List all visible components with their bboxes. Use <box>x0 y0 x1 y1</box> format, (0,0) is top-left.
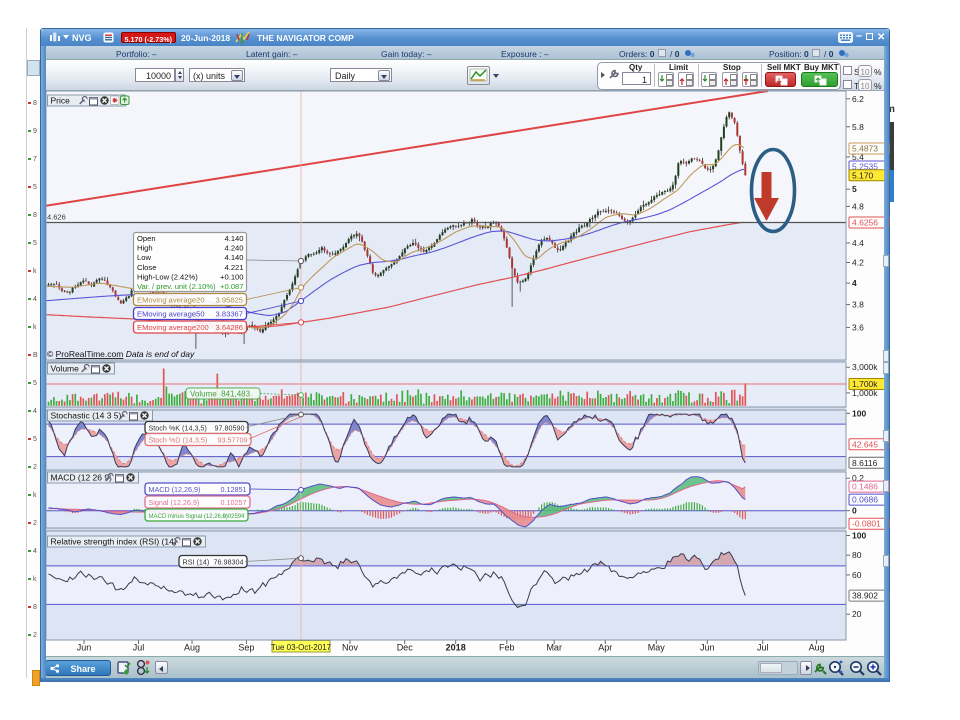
svg-text:Close: Close <box>137 263 156 272</box>
svg-text:MACD (12 26 9): MACD (12 26 9) <box>51 473 113 483</box>
svg-text:Nov: Nov <box>342 643 359 653</box>
svg-text:EMoving average20: EMoving average20 <box>137 296 205 305</box>
svg-text:+0.100: +0.100 <box>220 272 243 281</box>
svg-text:8.6116: 8.6116 <box>852 458 878 468</box>
svg-text:5.4873: 5.4873 <box>852 144 878 154</box>
svg-text:100: 100 <box>852 408 866 418</box>
svg-text:MACD minus Signal (12,26,9): MACD minus Signal (12,26,9) <box>149 514 228 520</box>
svg-text:5.8: 5.8 <box>852 122 864 132</box>
svg-text:Jul: Jul <box>133 643 145 653</box>
svg-text:4.626: 4.626 <box>47 213 66 222</box>
svg-text:100: 100 <box>852 531 866 541</box>
svg-text:1,700k: 1,700k <box>852 379 878 389</box>
svg-text:0.1486: 0.1486 <box>852 482 878 492</box>
svg-text:Jun: Jun <box>700 643 715 653</box>
svg-text:38.902: 38.902 <box>852 591 878 601</box>
svg-text:60: 60 <box>852 570 862 580</box>
svg-text:76.98304: 76.98304 <box>214 558 244 567</box>
svg-text:5.170: 5.170 <box>852 170 874 180</box>
svg-text:Stoch %D (14,3,5): Stoch %D (14,3,5) <box>149 436 208 445</box>
svg-text:-0.0801: -0.0801 <box>852 519 881 529</box>
svg-text:Price: Price <box>51 96 71 106</box>
svg-text:Low: Low <box>137 253 151 262</box>
svg-text:Dec: Dec <box>397 643 414 653</box>
svg-text:Aug: Aug <box>809 643 825 653</box>
svg-text:0: 0 <box>852 506 857 516</box>
svg-text:93.57709: 93.57709 <box>218 436 248 445</box>
svg-text:5: 5 <box>852 184 857 194</box>
svg-text:Apr: Apr <box>598 643 612 653</box>
svg-text:3.95825: 3.95825 <box>216 296 243 305</box>
svg-text:Volume: Volume <box>51 364 80 374</box>
svg-text:Feb: Feb <box>499 643 515 653</box>
svg-text:5.2535: 5.2535 <box>852 162 878 172</box>
svg-text:20: 20 <box>852 609 862 619</box>
svg-text:Signal (12,26,9): Signal (12,26,9) <box>149 498 200 507</box>
svg-text:1,000k: 1,000k <box>852 388 878 398</box>
svg-text:0.0686: 0.0686 <box>852 495 878 505</box>
svg-text:4.6256: 4.6256 <box>852 218 878 228</box>
svg-text:Aug: Aug <box>184 643 200 653</box>
svg-text:RSI (14): RSI (14) <box>183 558 210 567</box>
svg-text:5.4: 5.4 <box>852 152 864 162</box>
svg-text:Sep: Sep <box>238 643 254 653</box>
svg-text:2018: 2018 <box>446 643 466 653</box>
svg-text:0.2: 0.2 <box>852 473 864 483</box>
svg-text:4.240: 4.240 <box>224 244 243 253</box>
svg-text:3.6: 3.6 <box>852 322 864 332</box>
svg-text:Open: Open <box>137 234 156 243</box>
svg-text:+0.087: +0.087 <box>220 282 243 291</box>
svg-text:Jul: Jul <box>757 643 769 653</box>
svg-text:Stochastic (14 3 5): Stochastic (14 3 5) <box>51 411 122 421</box>
svg-text:4.221: 4.221 <box>224 263 243 272</box>
svg-text:MACD (12,26,9): MACD (12,26,9) <box>149 485 201 494</box>
svg-text:Mar: Mar <box>546 643 562 653</box>
svg-text:4.140: 4.140 <box>224 253 243 262</box>
svg-text:Tue 03-Oct-2017: Tue 03-Oct-2017 <box>271 643 332 652</box>
svg-text:Jun: Jun <box>77 643 92 653</box>
svg-text:4.2: 4.2 <box>852 258 864 268</box>
svg-text:0.02594: 0.02594 <box>223 514 245 520</box>
svg-text:3.83367: 3.83367 <box>216 310 243 319</box>
svg-text:Stoch %K (14,3,5): Stoch %K (14,3,5) <box>149 424 207 433</box>
svg-text:0.10257: 0.10257 <box>221 498 247 507</box>
svg-text:6.2: 6.2 <box>852 94 864 104</box>
svg-text:3,000k: 3,000k <box>852 362 878 372</box>
svg-text:42.645: 42.645 <box>852 439 878 449</box>
svg-text:May: May <box>648 643 666 653</box>
svg-text:80: 80 <box>852 550 862 560</box>
svg-text:EMoving average50: EMoving average50 <box>137 310 205 319</box>
svg-text:4: 4 <box>852 278 857 288</box>
svg-text:0.12851: 0.12851 <box>221 485 247 494</box>
svg-text:4.140: 4.140 <box>224 234 243 243</box>
svg-text:3.64286: 3.64286 <box>216 323 243 332</box>
svg-text:EMoving average200: EMoving average200 <box>137 323 209 332</box>
svg-text:High: High <box>137 244 153 253</box>
svg-text:© ProRealTime.com Data is end: © ProRealTime.com Data is end of day <box>47 349 195 359</box>
svg-text:3.8: 3.8 <box>852 300 864 310</box>
svg-text:97.80590: 97.80590 <box>215 424 245 433</box>
svg-text:High-Low (2.42%): High-Low (2.42%) <box>137 272 198 281</box>
svg-text:Var. / prev. unit (2.10%): Var. / prev. unit (2.10%) <box>137 282 216 291</box>
svg-text:4.8: 4.8 <box>852 201 864 211</box>
svg-text:4.4: 4.4 <box>852 238 864 248</box>
svg-text:Relative strength index (RSI): Relative strength index (RSI) (14) <box>51 537 177 547</box>
svg-text:Volume 841,483: Volume 841,483 <box>190 389 251 398</box>
